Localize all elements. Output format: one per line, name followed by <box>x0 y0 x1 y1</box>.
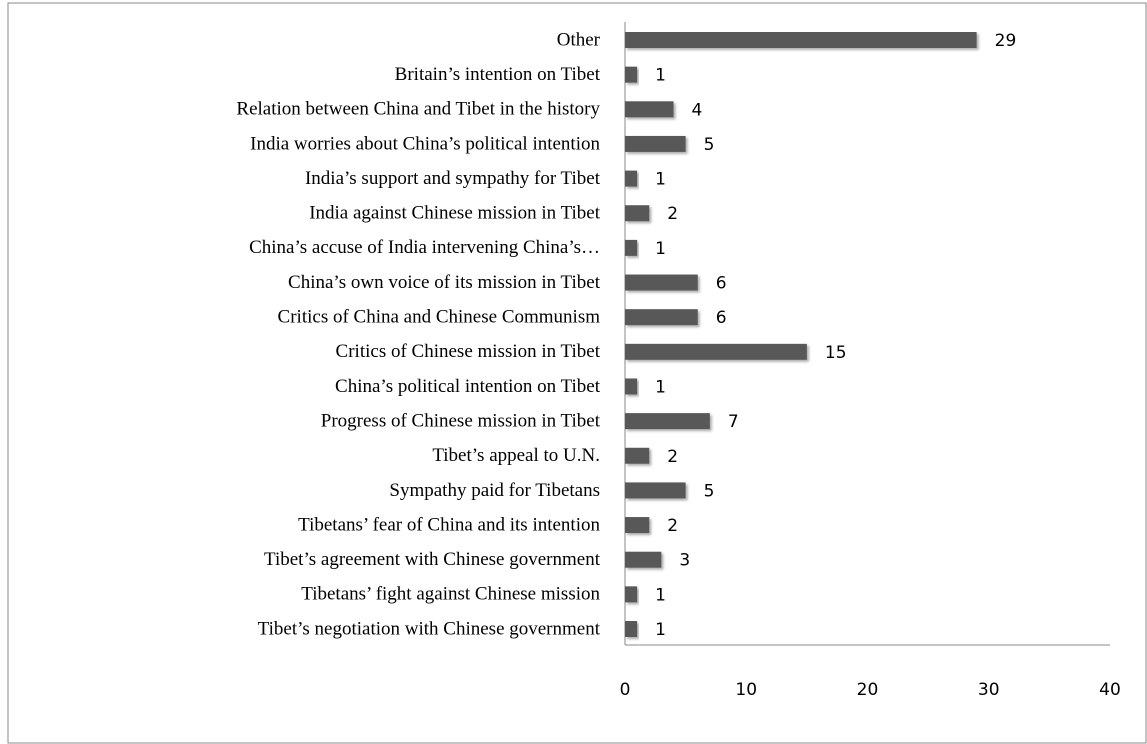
value-label: 5 <box>704 481 715 501</box>
category-label: Tibet’s negotiation with Chinese governm… <box>258 618 601 639</box>
chart-frame <box>7 2 1147 744</box>
bar <box>625 621 638 637</box>
value-label: 1 <box>655 585 666 605</box>
category-label: China’s accuse of India intervening Chin… <box>249 237 600 258</box>
value-label: 1 <box>655 170 666 190</box>
value-label: 2 <box>667 204 678 224</box>
category-label: Tibetans’ fight against Chinese mission <box>301 584 600 605</box>
bar <box>625 447 650 464</box>
value-label: 6 <box>716 308 727 328</box>
category-label: Britain’s intention on Tibet <box>395 64 601 85</box>
bar <box>625 205 650 222</box>
value-label: 1 <box>655 377 666 397</box>
value-label: 5 <box>704 135 715 155</box>
value-label: 4 <box>692 100 703 120</box>
category-label: Critics of Chinese mission in Tibet <box>336 341 601 362</box>
category-label: Tibetans’ fear of China and its intentio… <box>298 514 600 535</box>
x-tick-label: 40 <box>1099 680 1121 700</box>
bar <box>625 586 638 603</box>
value-label: 1 <box>655 620 666 640</box>
bar <box>625 343 807 360</box>
category-label: China’s political intention on Tibet <box>335 376 601 397</box>
bar <box>625 482 686 499</box>
category-label: Progress of Chinese mission in Tibet <box>321 410 601 431</box>
category-label: Tibet’s agreement with Chinese governmen… <box>264 549 601 570</box>
x-tick-label: 30 <box>978 680 1000 700</box>
bar <box>625 101 674 118</box>
bar <box>625 135 686 152</box>
category-label: China’s own voice of its mission in Tibe… <box>288 272 601 293</box>
bar <box>625 378 638 395</box>
value-label: 1 <box>655 239 666 259</box>
value-label: 15 <box>825 343 847 363</box>
bar <box>625 551 662 568</box>
bar <box>625 66 638 83</box>
value-label: 1 <box>655 66 666 86</box>
value-label: 2 <box>667 447 678 467</box>
value-label: 3 <box>679 551 690 571</box>
category-label: India worries about China’s political in… <box>250 133 600 154</box>
bar <box>625 170 638 187</box>
x-tick-label: 0 <box>620 680 631 700</box>
bar <box>625 517 650 534</box>
bar <box>625 309 698 326</box>
value-label: 6 <box>716 274 727 294</box>
category-label: Relation between China and Tibet in the … <box>236 99 600 120</box>
bar <box>625 274 698 291</box>
bar <box>625 413 710 430</box>
category-label: Other <box>557 29 601 50</box>
bar <box>625 239 638 256</box>
value-label: 2 <box>667 516 678 536</box>
category-label: India’s support and sympathy for Tibet <box>305 168 601 189</box>
value-label: 7 <box>728 412 739 432</box>
bar <box>625 32 977 48</box>
category-label: Sympathy paid for Tibetans <box>389 480 600 501</box>
value-label: 29 <box>995 31 1017 51</box>
category-label: Critics of China and Chinese Communism <box>278 307 601 328</box>
category-label: India against Chinese mission in Tibet <box>309 203 601 224</box>
x-tick-label: 20 <box>857 680 879 700</box>
category-label: Tibet’s appeal to U.N. <box>432 445 600 466</box>
x-tick-label: 10 <box>735 680 757 700</box>
